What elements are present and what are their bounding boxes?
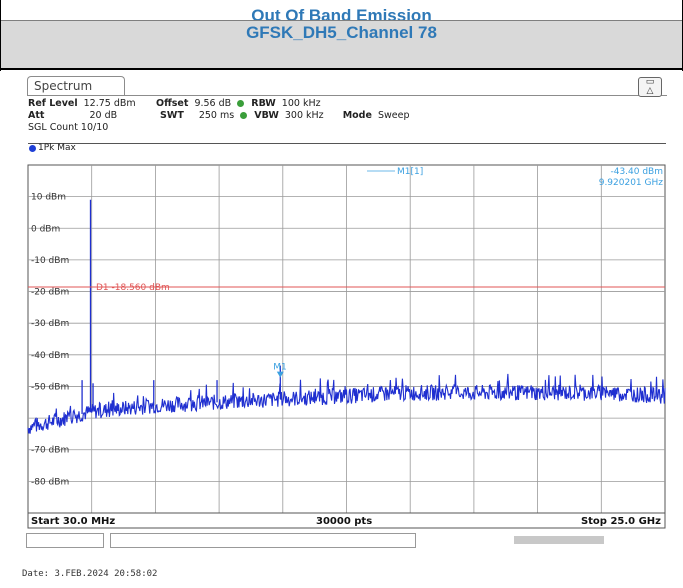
y-tick-label: -80 dBm <box>31 477 69 487</box>
vbw-coupled-icon <box>240 111 248 119</box>
marker-readout-level: -43.40 dBm <box>610 167 663 177</box>
offset-value: 9.56 dB <box>194 98 232 109</box>
mode-label: Mode <box>342 110 372 121</box>
swt-label: SWT <box>160 110 184 121</box>
stop-label: Stop 25.0 GHz <box>581 516 661 527</box>
vbw-label: VBW <box>254 110 279 121</box>
grid <box>28 165 665 513</box>
ref-level-label: Ref Level <box>28 98 78 109</box>
y-tick-label: -10 dBm <box>31 256 69 266</box>
swt-row: SWT 250 ms VBW 300 kHz Mode Sweep <box>160 110 409 121</box>
date-stamp: Date: 3.FEB.2024 20:58:02 <box>22 569 158 579</box>
rbw-value: 100 kHz <box>281 98 321 109</box>
rbw-label: RBW <box>251 98 276 109</box>
ref-level-value: 12.75 dBm <box>83 98 136 109</box>
marker-triangle-icon <box>276 371 284 378</box>
y-tick-label: -50 dBm <box>31 382 69 392</box>
trace-indicator-icon <box>29 145 36 152</box>
status-progress-indicator <box>514 536 604 544</box>
header-divider <box>0 68 683 70</box>
att-value: 20 dB <box>89 110 118 121</box>
marker-tag: M1 <box>273 363 287 373</box>
ref-level-row: Ref Level 12.75 dBm <box>28 98 136 109</box>
tab-spectrum[interactable]: Spectrum <box>27 76 125 95</box>
trace-noise-floor <box>27 373 666 434</box>
mode-value: Sweep <box>377 110 410 121</box>
tab-divider <box>27 95 667 96</box>
y-tick-label: 0 dBm <box>31 224 60 234</box>
overlays: D1 -18.560 dBm M1 M1[1] -43.40 dBm9.920201 … <box>28 167 665 378</box>
marker-readout-label: M1[1] <box>397 167 423 177</box>
sgl-count: SGL Count 10/10 <box>28 122 109 133</box>
title-band: GFSK_DH5_Channel 78 <box>1 20 682 69</box>
y-tick-labels: 10 dBm 0 dBm -10 dBm -20 dBm -30 dBm -40 dBm -… <box>31 193 69 488</box>
trace-label: 1Pk Max <box>38 143 76 153</box>
trace <box>27 199 666 434</box>
swt-value: 250 ms <box>198 110 235 121</box>
offset-label: Offset <box>156 98 189 109</box>
settings-menu-icon[interactable]: ▭ △ <box>638 77 662 97</box>
status-segment-main <box>110 533 416 548</box>
page-subtitle: GFSK_DH5_Channel 78 <box>246 23 437 42</box>
offset-row: Offset 9.56 dB RBW 100 kHz <box>156 98 321 109</box>
title-box: Out Of Band Emission GFSK_DH5_Channel 78 <box>0 0 683 71</box>
trace-header: 1Pk Max <box>28 143 666 153</box>
y-tick-label: -20 dBm <box>31 288 69 298</box>
points-label: 30000 pts <box>316 516 372 527</box>
att-row: Att 20 dB <box>28 110 117 121</box>
start-label: Start 30.0 MHz <box>31 516 115 527</box>
vbw-value: 300 kHz <box>284 110 324 121</box>
status-bar <box>24 533 664 574</box>
y-tick-label: -70 dBm <box>31 446 69 456</box>
status-segment-left <box>26 533 104 548</box>
y-tick-label: 10 dBm <box>31 193 66 203</box>
y-tick-label: -30 dBm <box>31 319 69 329</box>
marker-readout-frequency: 9.920201 GHz <box>599 178 664 188</box>
att-label: Att <box>28 110 45 121</box>
footer-bar <box>27 512 666 529</box>
display-line-label: D1 -18.560 dBm <box>96 283 170 293</box>
rbw-coupled-icon <box>237 99 245 107</box>
y-tick-label: -40 dBm <box>31 351 69 361</box>
